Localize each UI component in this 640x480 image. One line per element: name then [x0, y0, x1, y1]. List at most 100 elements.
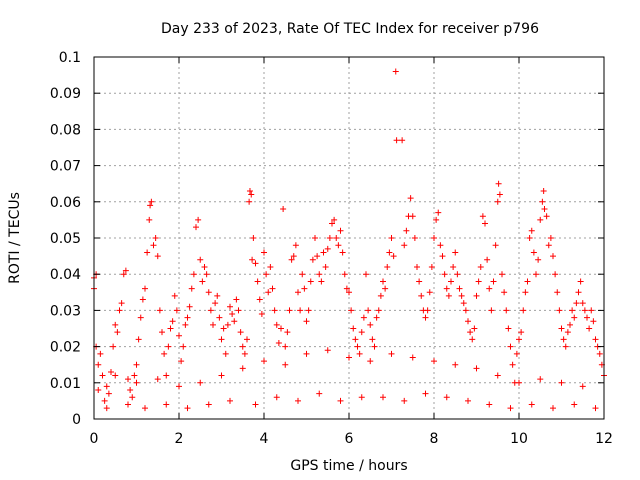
data-point: [462, 307, 469, 314]
data-point: [428, 263, 435, 270]
data-point: [154, 253, 161, 260]
data-point: [545, 242, 552, 249]
data-point: [146, 216, 153, 223]
data-point: [579, 383, 586, 390]
data-point: [218, 336, 225, 343]
data-point: [159, 329, 165, 336]
data-point: [322, 263, 329, 270]
data-point: [139, 296, 146, 303]
data-point: [188, 285, 195, 292]
data-point: [422, 390, 429, 397]
data-point: [505, 325, 512, 332]
data-point: [261, 249, 267, 256]
data-point: [263, 271, 270, 278]
data-point: [180, 343, 187, 350]
data-point: [133, 379, 140, 386]
data-point: [592, 405, 599, 412]
data-point: [573, 300, 580, 307]
data-point: [95, 361, 102, 368]
y-tick-label: 0.06: [50, 195, 81, 211]
data-point: [577, 278, 584, 285]
data-point: [112, 321, 119, 328]
data-point: [307, 278, 314, 285]
data-point: [165, 343, 172, 350]
data-point: [501, 289, 508, 296]
data-point: [295, 289, 301, 296]
data-point: [201, 263, 208, 270]
data-point: [280, 206, 287, 213]
data-point: [282, 361, 289, 368]
data-point: [367, 358, 374, 365]
data-point: [513, 350, 520, 357]
data-point: [390, 253, 397, 260]
data-point: [371, 343, 378, 350]
data-point: [556, 307, 563, 314]
data-points-layer: [91, 68, 607, 412]
data-point: [448, 278, 454, 285]
data-point: [339, 249, 346, 256]
data-point: [190, 271, 197, 278]
data-point: [154, 376, 161, 383]
data-point: [150, 242, 157, 249]
data-point: [586, 325, 593, 332]
data-point: [114, 329, 121, 336]
y-tick-label: 0.01: [50, 376, 81, 392]
data-point: [384, 263, 391, 270]
data-point: [346, 289, 352, 296]
data-point: [299, 271, 306, 278]
data-point: [186, 303, 193, 310]
data-point: [503, 307, 510, 314]
data-point: [484, 256, 491, 263]
data-point: [290, 253, 297, 260]
data-point: [414, 263, 420, 270]
data-point: [554, 289, 561, 296]
data-point: [375, 307, 382, 314]
data-point: [552, 271, 559, 278]
data-point: [569, 307, 576, 314]
y-tick-label: 0.07: [50, 159, 81, 175]
data-point: [558, 379, 565, 386]
data-point: [137, 314, 144, 321]
data-point: [469, 336, 476, 343]
data-point: [105, 390, 112, 397]
data-point: [205, 289, 212, 296]
data-point: [267, 263, 274, 270]
data-point: [297, 307, 304, 314]
data-point: [535, 256, 542, 263]
data-point: [103, 405, 110, 412]
data-point: [169, 318, 176, 325]
data-point: [110, 343, 117, 350]
data-point: [530, 249, 537, 256]
x-tick-label: 4: [260, 431, 269, 447]
data-point: [197, 256, 204, 263]
data-point: [407, 195, 414, 202]
data-point: [248, 191, 255, 198]
y-tick-label: 0.1: [59, 50, 81, 66]
data-point: [494, 372, 501, 379]
data-point: [127, 387, 134, 394]
data-point: [244, 336, 250, 343]
data-point: [284, 329, 291, 336]
data-point: [120, 271, 127, 278]
grid-layer: [94, 57, 604, 419]
data-point: [305, 307, 312, 314]
data-point: [227, 397, 233, 404]
data-point: [193, 224, 199, 231]
data-point: [367, 321, 374, 328]
data-point: [210, 321, 216, 328]
data-point: [422, 314, 429, 321]
data-point: [231, 318, 238, 325]
data-point: [507, 405, 514, 412]
chart-title: Day 233 of 2023, Rate Of TEC Index for r…: [161, 21, 539, 37]
data-point: [212, 300, 219, 307]
data-point: [312, 235, 318, 241]
data-point: [524, 278, 531, 285]
data-point: [152, 235, 159, 241]
data-point: [388, 350, 395, 357]
data-point: [360, 314, 367, 321]
data-point: [320, 249, 327, 256]
data-point: [220, 325, 227, 332]
data-point: [184, 405, 191, 412]
data-point: [507, 343, 514, 350]
y-tick-label: 0.05: [50, 231, 81, 247]
